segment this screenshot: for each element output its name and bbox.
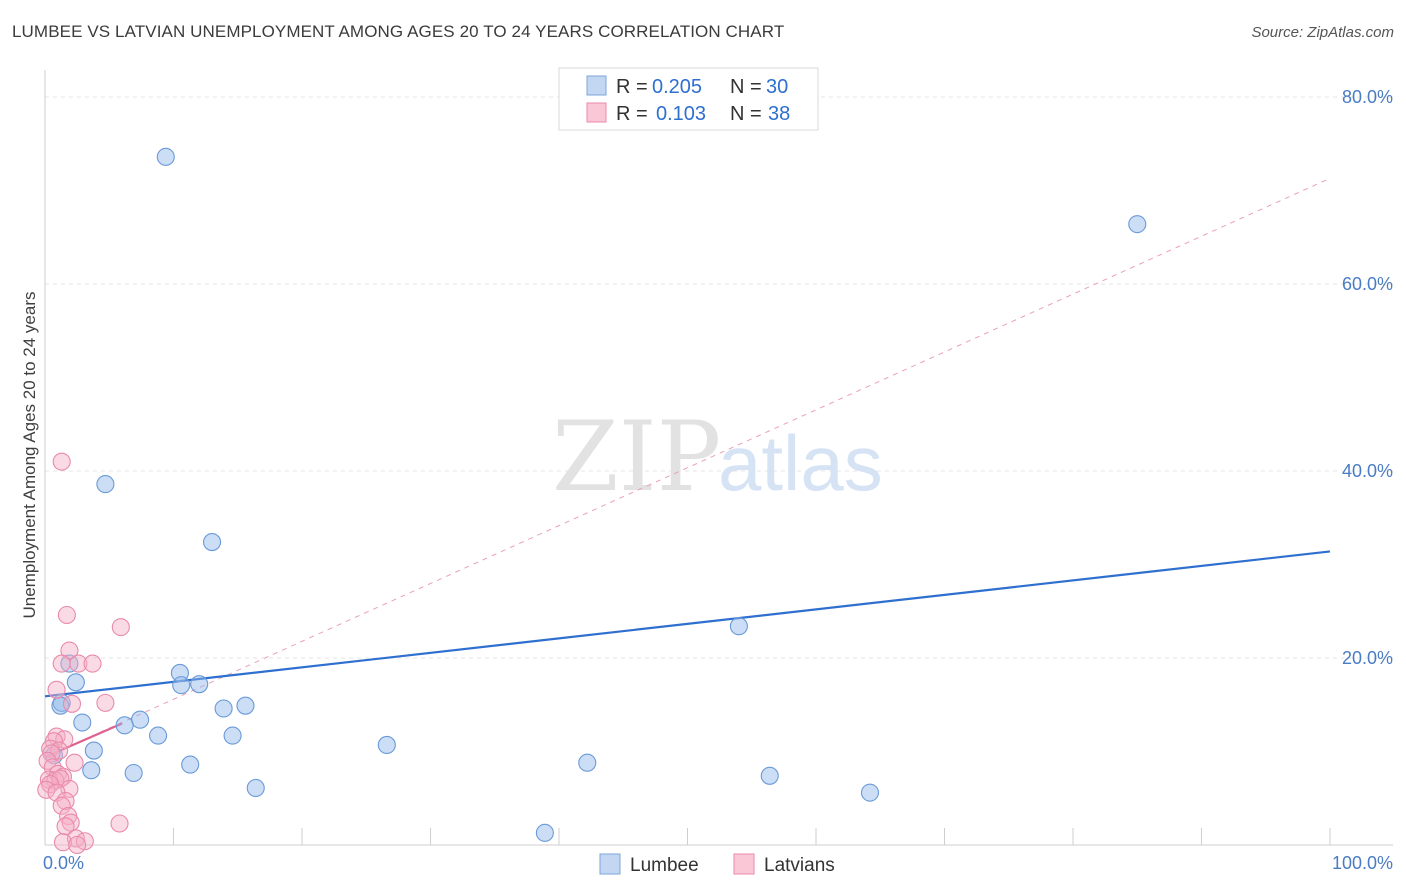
point-lumbee-22 [82,761,101,780]
point-lumbee-25 [760,766,779,785]
point-latvians-37 [68,835,87,855]
axes [44,70,1393,846]
legend-r-value-lumbee: 0.205 [652,76,702,98]
data-points [37,147,1147,855]
y-axis-label: Unemployment Among Ages 20 to 24 years [20,292,39,619]
watermark-zip: ZIP [552,401,721,513]
legend-n-label-latvians: N = [730,103,762,125]
point-latvians-2 [111,618,130,637]
correlation-legend: R = 0.205 N = 30 R = 0.103 N = 38 [558,67,819,131]
x-tick-label-min: 0.0% [43,853,84,873]
point-latvians-6 [83,654,102,673]
legend-swatch-lumbee [586,75,607,96]
point-latvians-23 [51,769,70,788]
point-latvians-0 [52,452,71,471]
point-latvians-29 [52,796,71,815]
point-lumbee-1 [1128,215,1147,234]
point-lumbee-21 [181,755,200,774]
point-lumbee-18 [377,735,396,755]
legend-swatch-latvians [586,102,607,123]
point-lumbee-17 [223,726,242,745]
point-latvians-1 [57,605,76,625]
trend-line-latvians-extended [44,177,1331,758]
point-latvians-17 [65,753,84,772]
point-lumbee-2 [96,475,115,494]
point-latvians-9 [96,693,115,712]
gridlines [45,96,1393,659]
legend-r-value-latvians: 0.103 [656,103,706,125]
point-latvians-5 [69,654,88,673]
y-tick-label-60: 60.0% [1342,274,1393,294]
legend-n-value-lumbee: 30 [766,76,788,98]
point-lumbee-23 [124,763,143,783]
chart-title: LUMBEE VS LATVIAN UNEMPLOYMENT AMONG AGE… [12,22,785,41]
series-legend-lumbee: Lumbee [630,855,699,876]
trend-line-lumbee [44,550,1331,698]
point-lumbee-3 [203,533,222,552]
point-lumbee-11 [236,696,255,715]
point-lumbee-12 [214,699,233,718]
y-tick-label-40: 40.0% [1342,461,1393,481]
point-latvians-26 [37,780,56,799]
point-lumbee-27 [860,783,880,802]
trend-lines [44,177,1331,759]
watermark-atlas: atlas [718,419,883,507]
point-lumbee-15 [115,716,134,735]
legend-r-label-lumbee: R = [616,76,648,98]
legend-n-value-latvians: 38 [768,103,790,125]
point-lumbee-14 [131,710,150,729]
point-lumbee-28 [535,823,554,842]
point-lumbee-19 [84,741,103,760]
point-lumbee-0 [156,147,175,166]
point-latvians-33 [56,817,75,836]
point-lumbee-16 [149,726,168,745]
point-latvians-36 [53,833,73,852]
x-tick-label-max: 100.0% [1332,853,1393,873]
point-lumbee-13 [73,713,92,732]
series-legend-swatch-latvians [733,853,755,875]
source-label: Source: ZipAtlas.com [1251,24,1394,41]
y-tick-label-80: 80.0% [1342,87,1393,107]
y-tick-label-20: 20.0% [1342,648,1393,668]
series-legend: Lumbee Latvians [599,853,835,876]
legend-n-label-lumbee: N = [730,76,762,98]
point-lumbee-8 [172,676,191,695]
series-legend-swatch-lumbee [599,853,621,875]
point-lumbee-7 [66,673,85,692]
point-lumbee-24 [578,753,597,772]
watermark: ZIP atlas [552,401,883,513]
point-latvians-4 [52,654,71,673]
tick-labels: 20.0% 40.0% 60.0% 80.0% 0.0% 100.0% [43,87,1393,873]
point-latvians-8 [62,694,82,713]
point-lumbee-4 [729,617,748,636]
legend-r-label-latvians: R = [616,103,648,125]
point-lumbee-9 [190,675,209,694]
point-latvians-7 [47,680,66,699]
series-legend-latvians: Latvians [764,855,835,876]
point-latvians-32 [110,814,129,833]
point-lumbee-26 [246,778,265,798]
